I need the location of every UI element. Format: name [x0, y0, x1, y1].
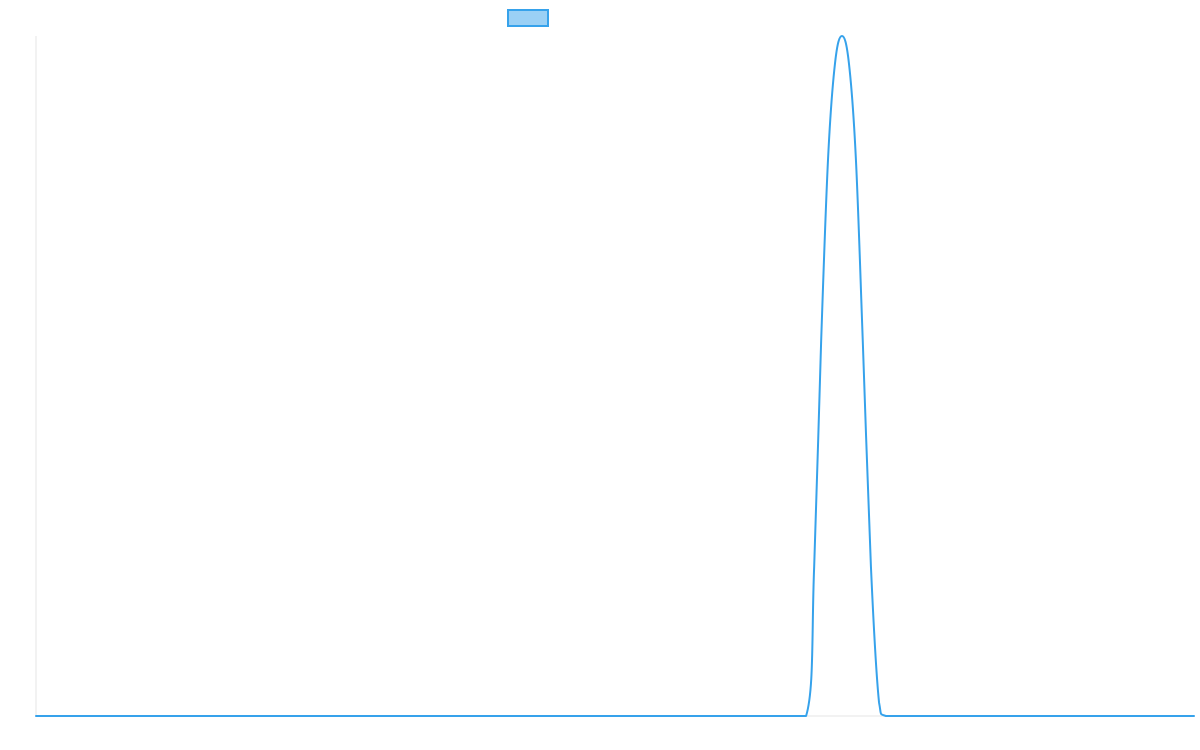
legend-swatch-0[interactable]: [507, 9, 549, 27]
axes: [35, 36, 1194, 717]
series-line-0: [35, 35, 1195, 718]
legend: [507, 9, 549, 27]
series-layer: [35, 35, 1195, 718]
